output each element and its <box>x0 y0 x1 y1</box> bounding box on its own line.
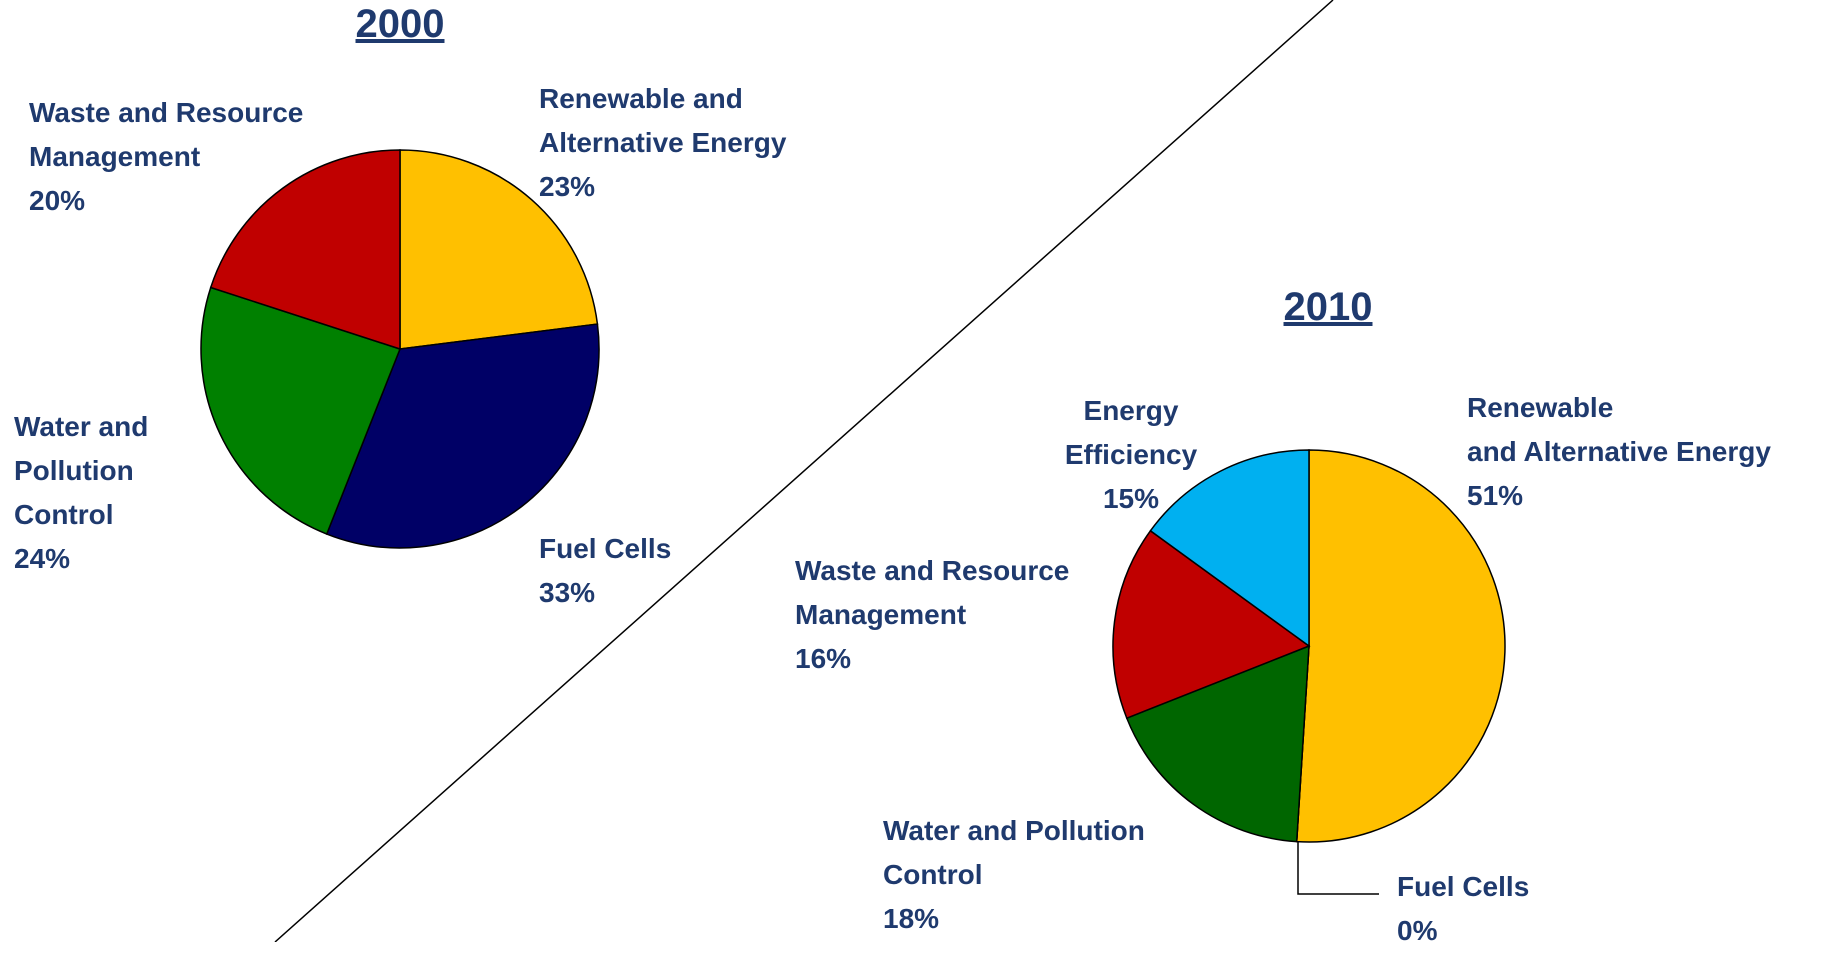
slice-label: Waste and Resource Management 16% <box>795 549 1069 681</box>
pie-slice <box>1295 449 1506 843</box>
value-label: 51% <box>1467 480 1524 511</box>
chart-title: 2010 <box>1283 285 1373 329</box>
category-label: Water and Pollution Control <box>883 815 1145 890</box>
category-label: Energy Efficiency <box>1064 395 1198 470</box>
value-label: 20% <box>29 185 86 216</box>
category-label: Fuel Cells <box>1397 871 1530 902</box>
slice-label: Fuel Cells 33% <box>539 527 671 615</box>
slice-label: Renewable and Alternative Energy 51% <box>1467 386 1771 518</box>
pie-slice <box>209 149 401 351</box>
pie-slice <box>200 286 401 535</box>
pie-slice <box>399 149 599 350</box>
pie-slice <box>1125 644 1310 843</box>
category-label: Waste and Resource Management <box>29 97 304 172</box>
category-label: Water and Pollution Control <box>14 411 149 530</box>
slice-label: Fuel Cells 0% <box>1397 865 1529 953</box>
value-label: 24% <box>14 543 71 574</box>
category-label: Renewable and Alternative Energy <box>1467 392 1771 467</box>
slice-label: Energy Efficiency 15% <box>1065 389 1197 521</box>
slice-label: Water and Pollution Control 18% <box>883 809 1145 941</box>
value-label: 23% <box>539 171 596 202</box>
pie-slice <box>325 323 600 549</box>
category-label: Fuel Cells <box>539 533 672 564</box>
value-label: 15% <box>1102 483 1160 514</box>
leader-line <box>1297 839 1379 895</box>
pie-slice <box>1112 529 1311 720</box>
slice-label: Waste and Resource Management 20% <box>29 91 303 223</box>
value-label: 0% <box>1397 915 1438 946</box>
slice-label: Water and Pollution Control 24% <box>14 405 148 581</box>
pie-slice <box>1149 449 1310 648</box>
value-label: 18% <box>883 903 940 934</box>
slice-label: Renewable and Alternative Energy 23% <box>539 77 786 209</box>
category-label: Waste and Resource Management <box>795 555 1070 630</box>
chart-title: 2000 <box>355 2 445 46</box>
category-label: Renewable and Alternative Energy <box>539 83 787 158</box>
value-label: 33% <box>539 577 596 608</box>
divider-line <box>274 0 1334 942</box>
value-label: 16% <box>795 643 852 674</box>
